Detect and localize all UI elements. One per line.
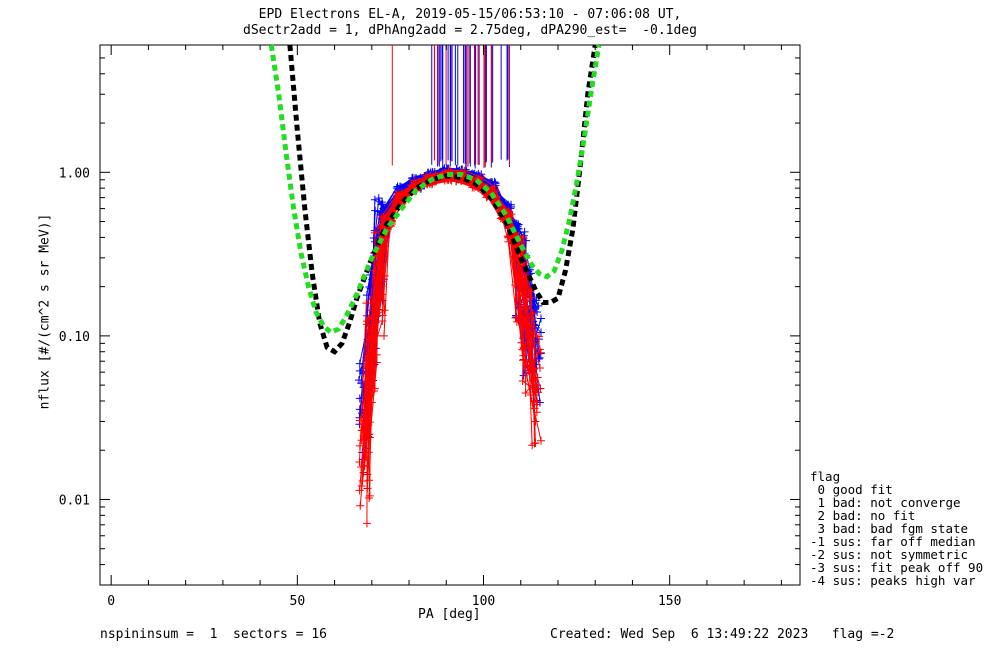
data-point [355, 441, 364, 450]
data-point [372, 358, 381, 367]
data-point [360, 426, 369, 435]
legend-title: flag [810, 469, 841, 484]
data-point [367, 398, 376, 407]
y-tick-label: 0.10 [59, 330, 90, 345]
data-point [519, 234, 528, 243]
data-point [360, 462, 369, 471]
data-point [512, 317, 521, 326]
data-point [440, 176, 449, 185]
data-point [534, 301, 543, 310]
data-point [537, 436, 546, 445]
data-point [535, 345, 544, 354]
legend-item: -2 sus: not symmetric [810, 547, 969, 562]
data-point [520, 227, 529, 236]
legend-item: -1 sus: far off median [810, 534, 976, 549]
data-point [519, 344, 528, 353]
data-point [520, 315, 529, 324]
data-point [512, 219, 521, 228]
data-point [362, 291, 371, 300]
data-point [535, 332, 544, 341]
data-point [524, 331, 533, 340]
data-point [362, 519, 371, 528]
data-point [357, 379, 366, 388]
data-point [365, 494, 374, 503]
legend-item: 0 good fit [810, 482, 893, 497]
data-point [516, 282, 525, 291]
data-point [522, 291, 531, 300]
legend-item: 2 bad: no fit [810, 508, 916, 523]
data-point [536, 314, 545, 323]
x-tick-label: 100 [472, 594, 495, 609]
data-point [374, 194, 383, 203]
data-point [370, 195, 379, 204]
data-point [359, 468, 368, 477]
data-point [365, 433, 374, 442]
series-line [363, 175, 537, 467]
data-point [527, 358, 536, 367]
axes: 0 50 100 150 0.01 0.10 1.00 [59, 44, 800, 609]
saturated-spikes [391, 45, 511, 169]
data-point [355, 458, 364, 467]
data-point [376, 292, 385, 301]
data-point [533, 307, 542, 316]
data-point [362, 377, 371, 386]
data-point [531, 381, 540, 390]
data-point [515, 280, 524, 289]
fit-curve [268, 44, 602, 336]
data-point [362, 299, 371, 308]
x-tick-label: 0 [107, 594, 115, 609]
data-point [535, 353, 544, 362]
legend: flag 0 good fit 1 bad: not converge 2 ba… [810, 470, 983, 587]
data-point [355, 359, 364, 368]
data-point [357, 482, 366, 491]
y-tick-label: 0.01 [59, 493, 90, 508]
x-tick-label: 50 [290, 594, 306, 609]
chart-title-line2: dSectr2add = 1, dPhAng2add = 2.75deg, dP… [243, 23, 697, 38]
data-point [392, 191, 401, 200]
y-axis-label: nflux [#/(cm^2 s sr MeV)] [37, 213, 53, 410]
data-point [531, 417, 540, 426]
data-point [506, 200, 515, 209]
data-point [375, 266, 384, 275]
data-point [517, 338, 526, 347]
data-point [379, 213, 388, 222]
fit-curves [268, 44, 602, 355]
chart-title-line1: EPD Electrons EL-A, 2019-05-15/06:53:10 … [258, 7, 682, 22]
data-point [530, 404, 539, 413]
data-point [380, 306, 389, 315]
data-point [516, 317, 525, 326]
data-point [447, 176, 456, 185]
legend-item: 1 bad: not converge [810, 495, 961, 510]
data-point [356, 501, 365, 510]
data-point [528, 309, 537, 318]
data-point [521, 388, 530, 397]
data-point [536, 328, 545, 337]
data-point [370, 228, 379, 237]
y-tick-label: 1.00 [59, 166, 90, 181]
legend-item: 3 bad: bad fgm state [810, 521, 969, 536]
data-point [518, 377, 527, 386]
footer-left: nspininsum = 1 sectors = 16 [100, 627, 327, 642]
legend-item: -4 sus: peaks high var [810, 573, 976, 588]
data-point [367, 347, 376, 356]
legend-item: -3 sus: fit peak off 90 [810, 560, 984, 575]
data-point [377, 281, 386, 290]
data-point [530, 439, 539, 448]
x-tick-label: 150 [658, 594, 681, 609]
data-point [355, 486, 364, 495]
data-traces [354, 164, 546, 528]
data-point [522, 304, 531, 313]
x-axis-label: PA [deg] [418, 607, 481, 622]
data-point [535, 363, 544, 372]
data-point [380, 331, 389, 340]
footer-right: Created: Wed Sep 6 13:49:22 2023 flag =-… [550, 627, 895, 642]
data-point [519, 355, 528, 364]
